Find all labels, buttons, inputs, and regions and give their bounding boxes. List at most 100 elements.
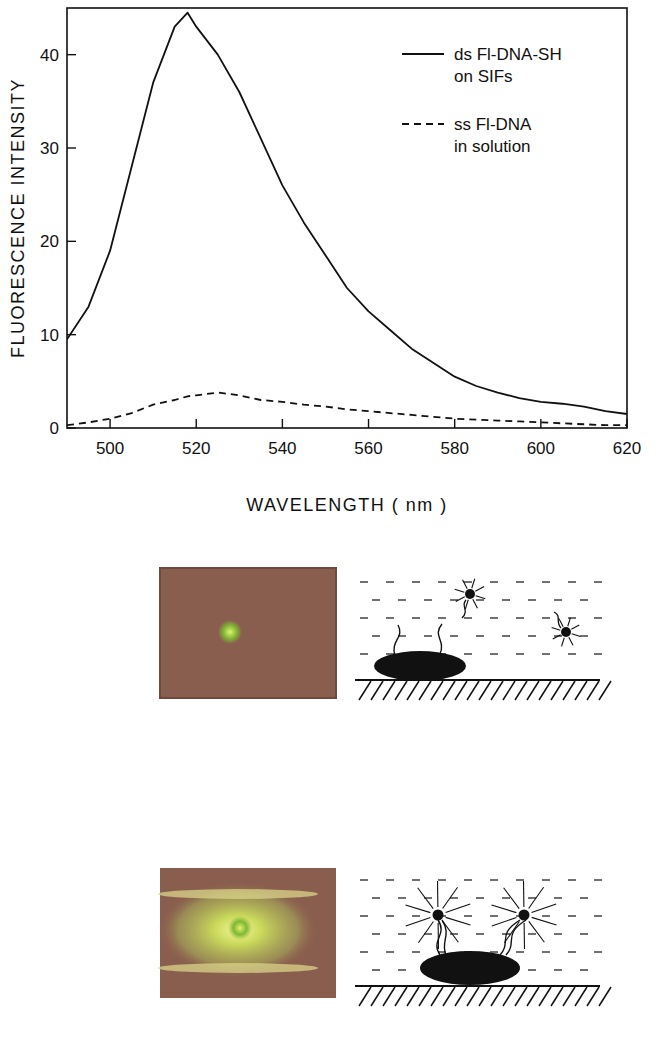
- solvent-dash: [412, 915, 420, 916]
- solvent-dash: [542, 653, 550, 654]
- surface-hatch: [383, 987, 395, 1006]
- surface-hatch: [395, 681, 407, 700]
- x-tick: [454, 419, 455, 428]
- solvent-dash: [464, 915, 472, 916]
- x-axis-label: WAVELENGTH ( nm ): [246, 495, 448, 515]
- solvent-dash: [476, 599, 484, 600]
- solvent-dash: [490, 879, 498, 880]
- x-tick: [626, 419, 627, 428]
- emission-ray: [463, 580, 468, 589]
- solvent-dash: [386, 879, 394, 880]
- solvent-dash: [398, 599, 406, 600]
- x-tick-label: 580: [441, 439, 469, 458]
- y-axis-label: FLUORESCENCE INTENSITY: [8, 78, 28, 358]
- surface-hatch: [551, 987, 563, 1006]
- solvent-dash: [360, 915, 368, 916]
- surface-hatch: [431, 987, 443, 1006]
- surface-hatch: [359, 681, 371, 700]
- legend-label: ds Fl-DNA-SHon SIFs: [454, 45, 562, 86]
- surface-hatch: [419, 987, 431, 1006]
- surface-hatch: [587, 987, 599, 1006]
- emission-ray: [476, 596, 486, 599]
- solvent-dash: [490, 915, 498, 916]
- solvent-dash: [554, 599, 562, 600]
- surface-hatch: [419, 681, 431, 700]
- solvent-dash: [398, 969, 406, 970]
- surface-hatch: [491, 987, 503, 1006]
- solvent-dash: [580, 599, 588, 600]
- surface-hatch: [395, 987, 407, 1006]
- surface-hatch: [527, 987, 539, 1006]
- x-tick-label: 520: [182, 439, 210, 458]
- solvent-dash: [424, 599, 432, 600]
- solvent-dash: [580, 933, 588, 934]
- solvent-dash: [360, 581, 368, 582]
- fluorophore: [561, 627, 571, 637]
- solvent-dash: [372, 635, 380, 636]
- y-tick-label: 30: [40, 139, 59, 158]
- x-tick: [368, 419, 369, 428]
- legend-line: ds Fl-DNA-SH: [454, 45, 562, 64]
- fluorescent-spot: [218, 620, 242, 644]
- surface-hatch: [539, 681, 551, 700]
- legend-label: ss Fl-DNAin solution: [454, 115, 532, 156]
- solvent-dash: [412, 581, 420, 582]
- surface-hatch: [587, 681, 599, 700]
- y-tick-label: 40: [40, 46, 59, 65]
- photo: [160, 568, 336, 698]
- x-tick: [540, 419, 541, 428]
- solvent-dash: [476, 635, 484, 636]
- x-tick-label: 500: [96, 439, 124, 458]
- y-tick: [67, 334, 76, 335]
- legend-line: in solution: [454, 137, 531, 156]
- glow-band: [158, 889, 318, 899]
- solvent-dash: [542, 617, 550, 618]
- solvent-dash: [464, 653, 472, 654]
- emission-ray: [437, 881, 438, 907]
- series-line: [67, 393, 627, 426]
- solvent-dash: [542, 951, 550, 952]
- solvent-dash: [568, 951, 576, 952]
- legend-swatch: [402, 123, 444, 125]
- solvent-dash: [528, 635, 536, 636]
- surface-hatch: [539, 987, 551, 1006]
- solvent-dash: [580, 635, 588, 636]
- solvent-dash: [438, 879, 446, 880]
- y-tick: [67, 54, 76, 55]
- legend-swatch: [402, 53, 444, 55]
- solvent-dash: [568, 617, 576, 618]
- surface-hatch: [479, 681, 491, 700]
- surface-hatch: [371, 681, 383, 700]
- solvent-dash: [542, 581, 550, 582]
- emission-ray: [523, 881, 524, 907]
- solvent-dash: [360, 653, 368, 654]
- solvent-dash: [516, 581, 524, 582]
- emission-ray: [504, 888, 520, 909]
- solvent-dash: [360, 617, 368, 618]
- solvent-dash: [568, 915, 576, 916]
- solvent-dash: [464, 581, 472, 582]
- surface-hatch: [551, 681, 563, 700]
- emission-ray: [524, 923, 525, 949]
- surface: [355, 985, 600, 987]
- solvent-dash: [528, 897, 536, 898]
- emission-ray: [569, 637, 573, 645]
- solvent-dash: [490, 951, 498, 952]
- solvent-dash: [398, 933, 406, 934]
- solvent-dash: [464, 617, 472, 618]
- emission-ray: [529, 887, 544, 908]
- solvent-dash: [464, 879, 472, 880]
- fluorophore: [519, 910, 530, 921]
- solvent-dash: [412, 951, 420, 952]
- emission-ray: [571, 625, 579, 629]
- surface-hatch: [359, 987, 371, 1006]
- solvent-dash: [490, 617, 498, 618]
- emission-ray: [418, 888, 434, 909]
- emission-ray: [418, 922, 433, 943]
- emission-ray: [562, 638, 565, 647]
- solvent-dash: [372, 599, 380, 600]
- x-tick-label: 540: [268, 439, 296, 458]
- solvent-dash: [502, 635, 510, 636]
- solvent-dash: [450, 635, 458, 636]
- solvent-dash: [542, 915, 550, 916]
